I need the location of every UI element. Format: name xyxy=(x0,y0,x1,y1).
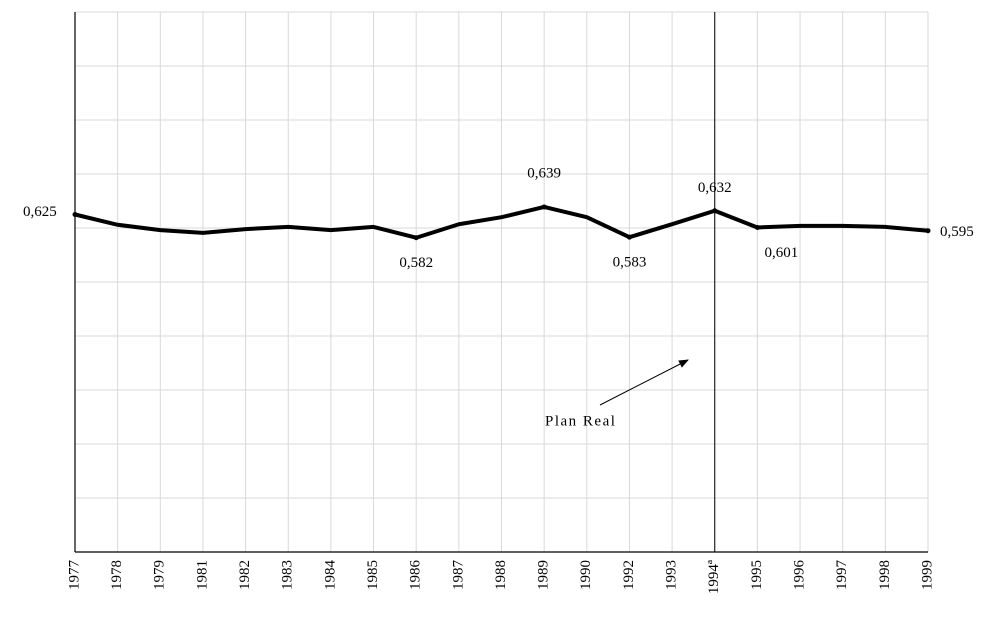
data-label: 0,639 xyxy=(527,165,561,181)
x-tick-label: 1978 xyxy=(109,560,125,590)
x-tick-label: 1997 xyxy=(834,560,850,591)
point xyxy=(541,204,547,210)
data-line xyxy=(74,204,929,240)
point xyxy=(72,212,78,217)
data-label: 0,582 xyxy=(399,255,433,271)
x-tick-label: 1992 xyxy=(621,560,637,590)
data-label: 0,632 xyxy=(698,180,732,196)
x-tick-label: 1988 xyxy=(493,560,509,590)
x-tick-label: 1986 xyxy=(408,560,424,591)
x-tick-label: 1999 xyxy=(919,560,935,590)
data-label: 0,625 xyxy=(23,204,57,220)
x-tick-label: 1977 xyxy=(66,560,82,591)
x-tick-label: 1990 xyxy=(578,560,594,590)
x-tick-label: 1981 xyxy=(194,560,210,590)
x-tick-label: 1984 xyxy=(322,560,338,591)
x-tick-label: 1994ª xyxy=(706,559,722,594)
point xyxy=(712,208,718,214)
x-tick-label: 1995 xyxy=(749,560,765,590)
x-tick-label: 1979 xyxy=(152,560,168,590)
x-tick-label: 1993 xyxy=(664,560,680,590)
data-label: 0,583 xyxy=(613,255,647,271)
point xyxy=(925,228,931,234)
annotation-arrow xyxy=(599,359,689,406)
point xyxy=(626,234,632,240)
x-tick-label: 1989 xyxy=(536,560,552,590)
x-tick-label: 1987 xyxy=(450,560,466,591)
x-tick-label: 1983 xyxy=(280,560,296,590)
point xyxy=(413,235,419,241)
x-tick-label: 1985 xyxy=(365,560,381,590)
annotation: Plan Real xyxy=(545,413,616,429)
point xyxy=(754,224,760,230)
x-tick-label: 1996 xyxy=(791,560,807,591)
x-tick-label: 1998 xyxy=(877,560,893,590)
data-label: 0,595 xyxy=(940,224,974,240)
x-tick-label: 1982 xyxy=(237,560,253,590)
data-label: 0,601 xyxy=(765,245,799,261)
